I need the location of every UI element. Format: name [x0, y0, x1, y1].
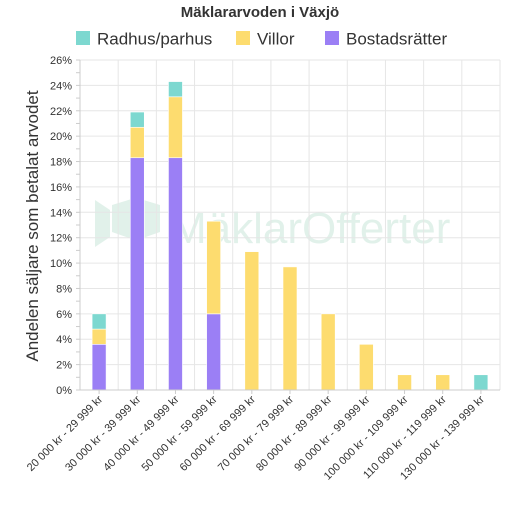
- y-tick-label: 10%: [50, 258, 72, 270]
- legend-swatch: [76, 31, 90, 45]
- bar-villor[interactable]: [244, 251, 260, 391]
- bar-villor[interactable]: [206, 220, 221, 315]
- x-tick-label: 50 000 kr - 59 999 kr: [139, 393, 219, 473]
- bar-radhus-parhus[interactable]: [168, 81, 183, 98]
- bar-villor[interactable]: [91, 328, 107, 345]
- legend-item-radhus-parhus[interactable]: Radhus/parhus: [76, 30, 212, 49]
- y-tick-label: 22%: [50, 106, 72, 118]
- x-tick-label: 70 000 kr - 79 999 kr: [216, 393, 296, 473]
- y-tick-label: 0%: [56, 385, 72, 397]
- y-tick-label: 20%: [50, 131, 72, 143]
- y-axis-title: Andelen säljare som betalat arvodet: [23, 90, 42, 361]
- axis-layer: 0% 2% 4% 6% 8% 10% 12% 14% 16% 18% 20% 22% 24% 26% 20 …: [25, 55, 500, 483]
- watermark: MäklarOfferter: [95, 198, 450, 253]
- legend-swatch: [325, 31, 339, 45]
- bar-bostadsr-tter[interactable]: [91, 344, 107, 391]
- bar-villor[interactable]: [320, 313, 336, 391]
- y-tick-label: 18%: [50, 157, 72, 169]
- x-tick-label: 30 000 kr - 39 999 kr: [63, 393, 143, 473]
- y-tick-label: 26%: [50, 55, 72, 67]
- y-tick-label: 2%: [56, 360, 72, 372]
- y-tick-label: 24%: [50, 80, 72, 92]
- legend-label: Bostadsrätter: [346, 30, 447, 49]
- bar-villor[interactable]: [282, 266, 298, 391]
- legend-label: Radhus/parhus: [97, 30, 212, 49]
- legend-item-bostadsr-tter[interactable]: Bostadsrätter: [325, 30, 447, 49]
- y-tick-label: 6%: [56, 309, 72, 321]
- legend-item-villor[interactable]: Villor: [236, 30, 295, 49]
- chart-title: Mäklararvoden i Växjö: [181, 4, 339, 21]
- bar-bostadsr-tter[interactable]: [129, 157, 145, 391]
- bar-radhus-parhus[interactable]: [91, 313, 107, 330]
- bar-villor[interactable]: [397, 374, 412, 391]
- x-tick-label: 40 000 kr - 49 999 kr: [101, 393, 181, 473]
- watermark-logo-icon: [95, 198, 160, 247]
- y-tick-label: 16%: [50, 182, 72, 194]
- bar-radhus-parhus[interactable]: [129, 111, 145, 128]
- y-tick-label: 12%: [50, 233, 72, 245]
- y-tick-label: 14%: [50, 207, 72, 219]
- bar-villor[interactable]: [359, 344, 374, 391]
- legend-swatch: [236, 31, 250, 45]
- bars-layer: [91, 81, 489, 391]
- legend-label: Villor: [257, 30, 295, 49]
- bar-villor[interactable]: [435, 374, 451, 391]
- bar-bostadsr-tter[interactable]: [168, 157, 183, 391]
- legend: Radhus/parhus Villor Bostadsrätter: [76, 30, 447, 49]
- y-tick-label: 8%: [56, 283, 72, 295]
- x-tick-label: 80 000 kr - 89 999 kr: [254, 393, 334, 473]
- bar-villor[interactable]: [129, 126, 145, 159]
- bar-villor[interactable]: [168, 96, 183, 159]
- x-tick-label: 20 000 kr - 29 999 kr: [25, 393, 105, 473]
- bar-bostadsr-tter[interactable]: [206, 313, 221, 391]
- y-tick-label: 4%: [56, 334, 72, 346]
- x-tick-label: 90 000 kr - 99 999 kr: [292, 393, 372, 473]
- bar-radhus-parhus[interactable]: [473, 374, 489, 391]
- x-tick-label: 60 000 kr - 69 999 kr: [178, 393, 258, 473]
